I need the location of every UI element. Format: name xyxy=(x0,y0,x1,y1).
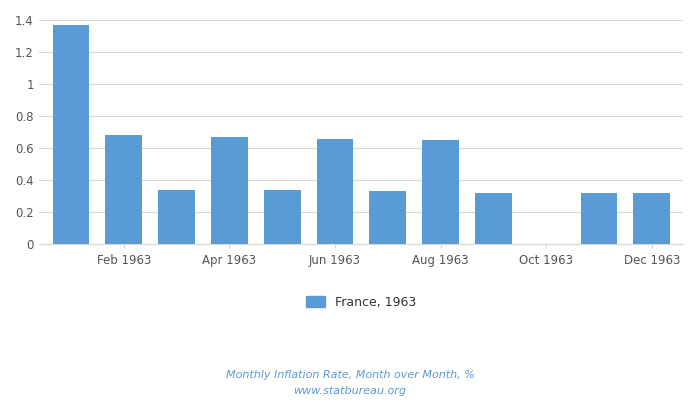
Text: www.statbureau.org: www.statbureau.org xyxy=(293,386,407,396)
Bar xyxy=(52,25,90,244)
Text: Monthly Inflation Rate, Month over Month, %: Monthly Inflation Rate, Month over Month… xyxy=(225,370,475,380)
Bar xyxy=(580,193,617,244)
Bar xyxy=(264,190,301,244)
Bar xyxy=(211,137,248,244)
Bar xyxy=(105,135,142,244)
Bar xyxy=(316,138,354,244)
Bar xyxy=(422,140,459,244)
Bar xyxy=(634,193,671,244)
Bar xyxy=(475,193,512,244)
Bar xyxy=(370,192,406,244)
Legend: France, 1963: France, 1963 xyxy=(302,291,421,314)
Bar xyxy=(158,190,195,244)
